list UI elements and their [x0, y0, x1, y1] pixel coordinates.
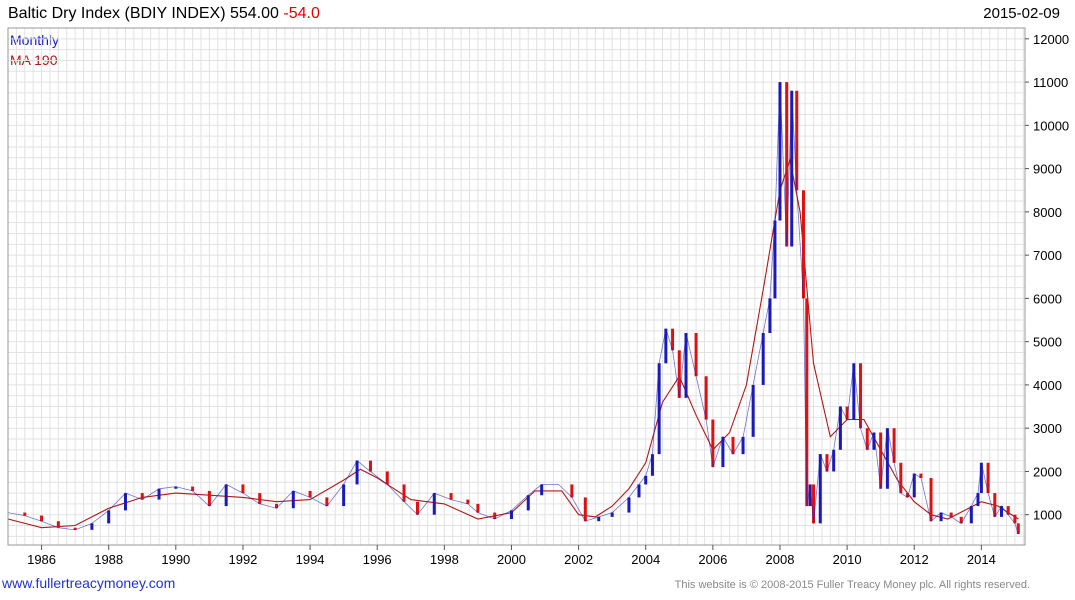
- title-text: Baltic Dry Index (BDIY INDEX) 554.00: [8, 5, 279, 22]
- x-tick-label: 2002: [564, 552, 593, 567]
- axis-layer: 1986 1988 1990 1992 1994 1996 1998 2000 2002 2004…: [7, 27, 1069, 567]
- chart-date: 2015-02-09: [983, 5, 1060, 22]
- plot-frame: [7, 27, 1026, 546]
- x-tick-label: 1992: [228, 552, 257, 567]
- y-tick-label: 11000: [1033, 75, 1068, 90]
- ma-line-layer: [7, 157, 1019, 529]
- y-tick-label: 5000: [1033, 335, 1062, 350]
- x-tick-label: 2000: [497, 552, 526, 567]
- grid-layer: [7, 27, 1025, 545]
- website-link[interactable]: www.fullertreacymoney.com: [2, 575, 176, 591]
- x-tick-label: 2004: [631, 552, 660, 567]
- y-tick-label: 9000: [1033, 162, 1062, 177]
- y-tick-label: 1000: [1033, 508, 1062, 523]
- x-tick-label: 1994: [296, 552, 325, 567]
- x-tick-label: 1990: [161, 552, 190, 567]
- x-tick-label: 2008: [766, 552, 795, 567]
- y-tick-label: 12000: [1033, 32, 1069, 47]
- x-tick-label: 1996: [363, 552, 392, 567]
- copyright-text: This website is © 2008-2015 Fuller Treac…: [674, 579, 1030, 591]
- x-tick-label: 1988: [94, 552, 123, 567]
- price-bars-layer: [7, 82, 1020, 535]
- y-tick-label: 4000: [1033, 378, 1062, 393]
- y-tick-label: 6000: [1033, 291, 1062, 306]
- y-tick-label: 10000: [1033, 118, 1069, 133]
- monthly-close-line: [7, 82, 1019, 535]
- x-tick-label: 2014: [967, 552, 996, 567]
- ma-190-line: [7, 157, 1019, 529]
- y-tick-label: 7000: [1033, 248, 1062, 263]
- change-text: -54.0: [283, 5, 320, 22]
- x-tick-label: 2012: [900, 552, 929, 567]
- y-tick-label: 8000: [1033, 205, 1062, 220]
- x-tick-label: 2006: [698, 552, 727, 567]
- y-tick-label: 2000: [1033, 464, 1062, 479]
- chart-title: Baltic Dry Index (BDIY INDEX) 554.00 -54…: [8, 5, 320, 23]
- x-tick-label: 1986: [27, 552, 56, 567]
- y-tick-label: 3000: [1033, 421, 1062, 436]
- x-tick-label: 2010: [833, 552, 862, 567]
- x-tick-label: 1998: [430, 552, 459, 567]
- legend-monthly: Monthly: [10, 32, 60, 48]
